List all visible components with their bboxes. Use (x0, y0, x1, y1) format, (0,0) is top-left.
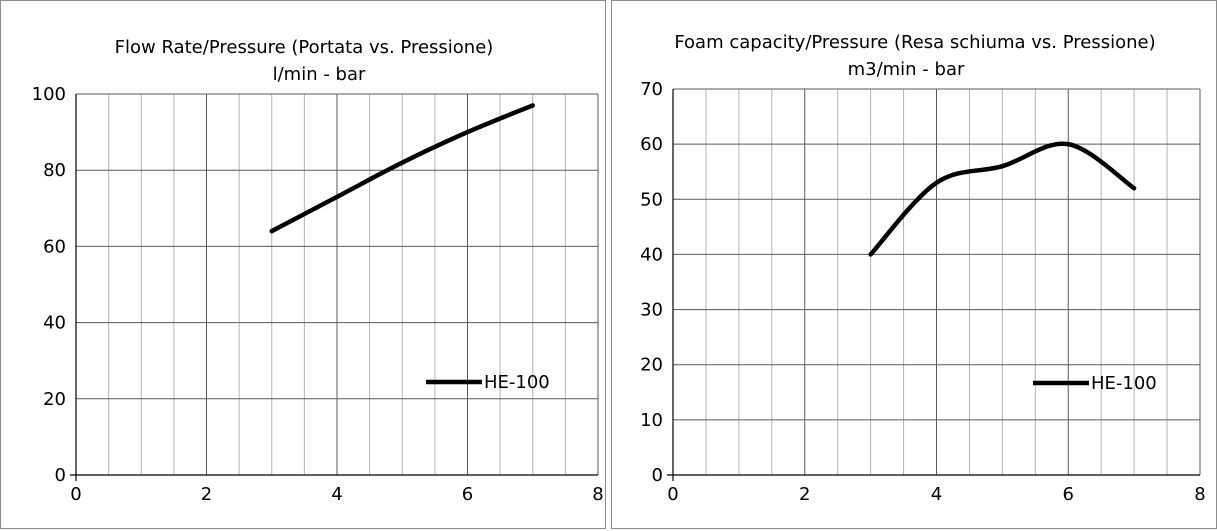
series-line (269, 103, 535, 234)
foam-capacity-chart: Foam capacity/Pressure (Resa schiuma vs.… (640, 32, 1206, 505)
chart-title: Foam capacity/Pressure (Resa schiuma vs.… (674, 32, 1155, 53)
y-tick-label: 40 (43, 313, 66, 334)
x-tick-label: 8 (592, 484, 603, 505)
x-tick-label: 0 (70, 484, 81, 505)
y-tick-label: 20 (640, 355, 663, 376)
y-tick-label: 50 (640, 189, 663, 210)
x-tick-label: 6 (462, 484, 473, 505)
x-tick-label: 4 (331, 484, 342, 505)
chart-panel-flow-rate: Flow Rate/Pressure (Portata vs. Pression… (0, 0, 606, 529)
chart-subtitle: m3/min - bar (848, 59, 965, 80)
y-tick-label: 0 (652, 465, 663, 486)
legend-label: HE-100 (1091, 373, 1157, 394)
x-tick-label: 2 (799, 484, 810, 505)
y-tick-label: 70 (640, 79, 663, 100)
y-tick-label: 10 (640, 410, 663, 431)
x-tick-label: 6 (1063, 484, 1074, 505)
legend-label: HE-100 (484, 372, 550, 393)
series-line (868, 141, 1137, 257)
y-tick-label: 20 (43, 389, 66, 410)
chart-subtitle: l/min - bar (273, 64, 366, 85)
y-tick-label: 100 (32, 84, 66, 105)
y-tick-label: 0 (55, 465, 66, 486)
x-tick-label: 8 (1194, 484, 1205, 505)
y-tick-label: 80 (43, 160, 66, 181)
chart-panel-foam-capacity: Foam capacity/Pressure (Resa schiuma vs.… (611, 0, 1217, 529)
x-tick-label: 0 (667, 484, 678, 505)
y-tick-label: 60 (640, 134, 663, 155)
x-tick-label: 2 (201, 484, 212, 505)
y-tick-label: 30 (640, 300, 663, 321)
x-tick-label: 4 (931, 484, 942, 505)
y-tick-label: 40 (640, 244, 663, 265)
y-tick-label: 60 (43, 236, 66, 257)
flow-rate-chart: Flow Rate/Pressure (Portata vs. Pression… (32, 37, 604, 505)
chart-title: Flow Rate/Pressure (Portata vs. Pression… (115, 37, 494, 58)
